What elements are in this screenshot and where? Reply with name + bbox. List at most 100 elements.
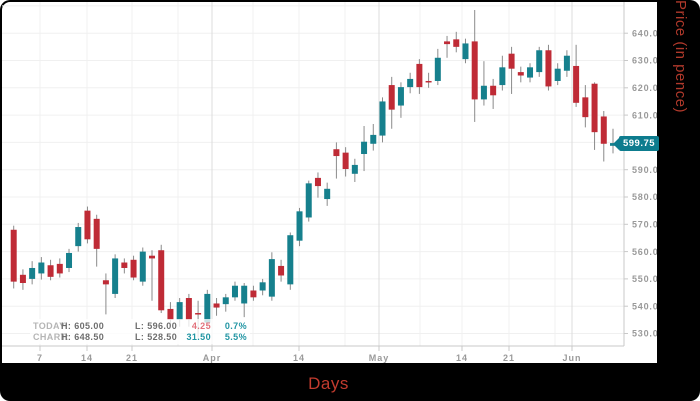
y-tick-label: 580.00 bbox=[632, 192, 657, 202]
candle bbox=[434, 48, 441, 86]
candle bbox=[75, 222, 82, 252]
candle bbox=[93, 214, 100, 267]
candle bbox=[10, 225, 17, 289]
x-tick-label: 14 bbox=[456, 353, 468, 363]
candle bbox=[47, 259, 54, 281]
candle bbox=[527, 63, 534, 83]
x-tick-label: May bbox=[369, 353, 390, 363]
last-price-badge: 599.75 bbox=[613, 136, 659, 151]
y-tick-label: 540.00 bbox=[632, 301, 657, 311]
candle bbox=[480, 61, 487, 106]
candle bbox=[471, 9, 478, 122]
candle bbox=[278, 259, 285, 282]
candle bbox=[130, 255, 137, 281]
candle bbox=[250, 285, 257, 301]
x-tick-label: Apr bbox=[203, 353, 222, 363]
candle bbox=[324, 182, 331, 206]
candle bbox=[379, 97, 386, 143]
x-tick-label: 14 bbox=[81, 353, 93, 363]
candle bbox=[333, 142, 340, 179]
candle bbox=[38, 257, 45, 280]
candle bbox=[259, 278, 266, 296]
candle bbox=[490, 78, 497, 109]
x-tick-label: 21 bbox=[503, 353, 515, 363]
chart-high: H: 648.50 bbox=[61, 331, 105, 342]
y-tick-label: 630.00 bbox=[632, 56, 657, 66]
candle bbox=[56, 258, 63, 278]
candle bbox=[112, 254, 119, 299]
candle bbox=[241, 282, 248, 318]
candlestick-chart: 640.00630.00620.00610.00600.00590.00580.… bbox=[2, 2, 657, 363]
candle bbox=[102, 273, 109, 315]
today-percent: 0.7% bbox=[224, 321, 247, 331]
candle bbox=[305, 180, 312, 222]
candle bbox=[19, 269, 26, 290]
x-axis-title: Days bbox=[308, 374, 349, 393]
y-axis-title: Price (in pence) bbox=[672, 0, 689, 114]
candle bbox=[416, 59, 423, 94]
chart-area: 640.00630.00620.00610.00600.00590.00580.… bbox=[2, 2, 659, 363]
candle bbox=[453, 31, 460, 53]
candle bbox=[361, 126, 368, 172]
candle bbox=[499, 55, 506, 91]
candle bbox=[139, 247, 146, 286]
candle bbox=[397, 82, 404, 118]
chart-stats-row: CHART: H: 648.50 L: 528.50 31.50 5.5% bbox=[33, 332, 247, 343]
candle bbox=[444, 35, 451, 58]
y-tick-label: 640.00 bbox=[632, 28, 657, 38]
candle bbox=[351, 158, 358, 182]
candle bbox=[536, 46, 543, 77]
x-tick-label: Jun bbox=[562, 353, 581, 363]
candle bbox=[121, 258, 128, 274]
candle bbox=[66, 248, 73, 273]
candle bbox=[29, 261, 36, 285]
candle bbox=[554, 63, 561, 86]
candle bbox=[149, 250, 155, 301]
today-change: 4.25 bbox=[191, 321, 211, 331]
candle bbox=[573, 44, 580, 107]
candle bbox=[268, 252, 275, 301]
y-tick-label: 620.00 bbox=[632, 83, 657, 93]
today-high: H: 605.00 bbox=[61, 321, 105, 331]
y-tick-label: 550.00 bbox=[632, 274, 657, 284]
x-tick-label: 14 bbox=[293, 353, 305, 363]
y-tick-label: 530.00 bbox=[632, 329, 657, 339]
candle bbox=[222, 293, 229, 312]
chart-percent: 5.5% bbox=[224, 331, 247, 342]
chart-low: L: 528.50 bbox=[135, 331, 178, 342]
y-tick-label: 560.00 bbox=[632, 247, 657, 257]
candle bbox=[314, 172, 321, 198]
y-tick-label: 590.00 bbox=[632, 165, 657, 175]
candle bbox=[370, 123, 377, 151]
candle bbox=[213, 298, 220, 316]
candle bbox=[582, 85, 589, 128]
today-low: L: 596.00 bbox=[135, 321, 178, 331]
candle bbox=[84, 206, 91, 244]
last-price-value: 599.75 bbox=[622, 138, 656, 149]
chart-label: CHART: bbox=[33, 331, 69, 342]
candle bbox=[563, 50, 570, 77]
candle bbox=[158, 244, 165, 314]
candle bbox=[591, 82, 598, 150]
candle bbox=[600, 111, 607, 162]
candle bbox=[287, 232, 294, 290]
candle bbox=[296, 207, 303, 247]
candle bbox=[388, 76, 395, 129]
candle bbox=[342, 147, 349, 177]
today-stats-row: TODAY: H: 605.00 L: 596.00 4.25 0.7% bbox=[33, 321, 247, 332]
y-tick-label: 570.00 bbox=[632, 220, 657, 230]
stats-legend: TODAY: H: 605.00 L: 596.00 4.25 0.7% CHA… bbox=[30, 319, 250, 344]
candle bbox=[462, 38, 469, 64]
x-tick-label: 21 bbox=[126, 353, 138, 363]
y-tick-label: 610.00 bbox=[632, 110, 657, 120]
candle bbox=[231, 281, 238, 301]
candle bbox=[425, 72, 432, 88]
today-label: TODAY: bbox=[33, 321, 69, 331]
x-tick-label: 7 bbox=[37, 353, 43, 363]
chart-change: 31.50 bbox=[186, 331, 211, 342]
candle bbox=[508, 46, 515, 94]
candle bbox=[545, 44, 552, 91]
candle bbox=[517, 66, 524, 83]
candle bbox=[407, 72, 414, 94]
